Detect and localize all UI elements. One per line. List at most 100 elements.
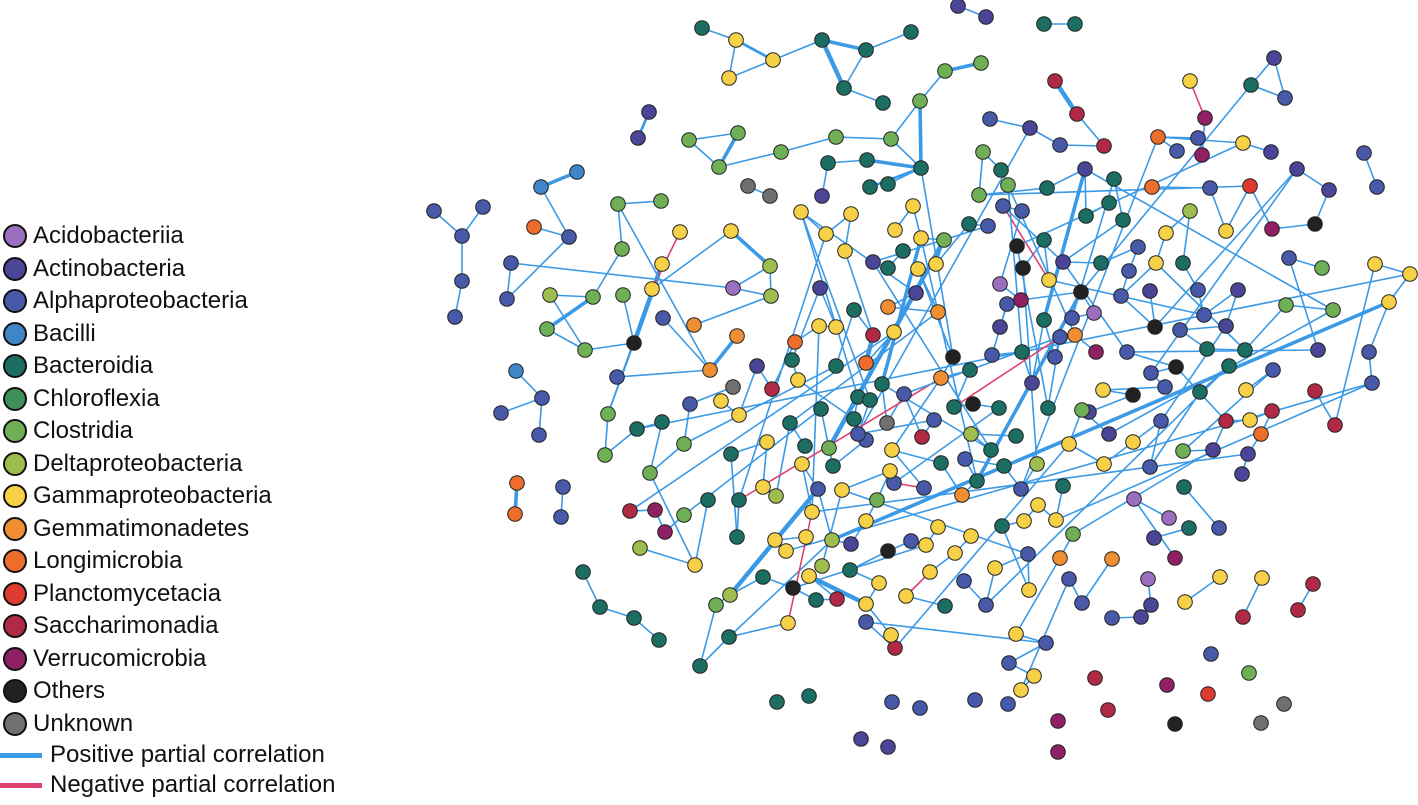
network-node: [1073, 284, 1089, 300]
positive-edge: [1133, 498, 1176, 559]
network-node: [1119, 344, 1135, 360]
positive-edge: [891, 449, 925, 489]
network-node: [723, 446, 739, 462]
network-node: [569, 164, 585, 180]
network-node: [961, 216, 977, 232]
network-node: [1196, 307, 1212, 323]
positive-edge: [800, 211, 859, 398]
positive-edge: [549, 294, 586, 351]
legend-swatch: [3, 419, 27, 444]
network-node: [1000, 177, 1016, 193]
network-node: [641, 104, 657, 120]
network-node: [626, 610, 642, 626]
positive-edge: [592, 248, 623, 298]
network-node: [965, 396, 981, 412]
network-node: [858, 42, 874, 58]
network-node: [1218, 318, 1234, 334]
legend-swatch: [3, 516, 27, 541]
network-node: [1205, 442, 1221, 458]
network-node: [980, 218, 996, 234]
network-node: [1242, 412, 1258, 428]
negative-edge: [953, 336, 1061, 408]
network-node: [991, 400, 1007, 416]
positive-edge: [693, 295, 772, 326]
network-node: [987, 560, 1003, 576]
positive-edge: [1126, 351, 1177, 368]
network-node: [575, 564, 591, 580]
network-node: [721, 70, 737, 86]
network-node: [814, 32, 830, 48]
network-node: [508, 363, 524, 379]
positive-edge: [1042, 167, 1087, 322]
network-node: [898, 588, 914, 604]
network-node: [905, 198, 921, 214]
legend-swatch: [3, 224, 27, 249]
network-node: [426, 203, 442, 219]
network-node: [811, 318, 827, 334]
legend-edge-swatch: [0, 782, 42, 788]
network-node: [531, 427, 547, 443]
network-node: [843, 536, 859, 552]
network-node: [1254, 570, 1270, 586]
legend-item: Gemmatimonadetes: [0, 513, 400, 546]
network-node: [945, 349, 961, 365]
network-node: [1182, 73, 1198, 89]
network-node: [875, 95, 891, 111]
legend-label: Unknown: [33, 709, 134, 737]
positive-edge: [651, 230, 732, 290]
network-node: [1052, 137, 1068, 153]
network-node: [1161, 510, 1177, 526]
positive-edge: [1334, 263, 1376, 426]
network-node: [1026, 668, 1042, 684]
positive-edge: [1149, 420, 1162, 468]
network-node: [769, 694, 785, 710]
network-node: [555, 479, 571, 495]
network-node: [1039, 180, 1055, 196]
network-node: [810, 481, 826, 497]
legend-swatch: [3, 646, 27, 671]
positive-edge: [1001, 525, 1030, 591]
legend-label: Clostridia: [33, 417, 134, 445]
network-node: [837, 243, 853, 259]
network-node: [947, 545, 963, 561]
network-node: [936, 232, 952, 248]
network-node: [846, 411, 862, 427]
network-node: [1148, 255, 1164, 271]
network-node: [992, 319, 1008, 335]
network-node: [808, 592, 824, 608]
network-node: [1074, 595, 1090, 611]
network-node: [1241, 665, 1257, 681]
legend-item: Deltaproteobacteria: [0, 448, 400, 481]
positive-edge: [718, 151, 782, 168]
network-node: [585, 289, 601, 305]
positive-edge: [894, 443, 1070, 649]
network-node: [762, 188, 778, 204]
network-node: [1327, 417, 1343, 433]
positive-edge: [819, 37, 847, 91]
positive-edge: [728, 59, 774, 79]
network-node: [956, 573, 972, 589]
network-node: [1106, 171, 1122, 187]
network-node: [992, 276, 1008, 292]
legend-label: Acidobacteriia: [33, 222, 184, 250]
network-node: [755, 479, 771, 495]
legend-swatch: [3, 321, 27, 346]
network-node: [1190, 282, 1206, 298]
network-node: [1325, 302, 1341, 318]
network-node: [1067, 16, 1083, 32]
network-node: [1067, 327, 1083, 343]
network-node: [725, 379, 741, 395]
network-node: [1040, 400, 1056, 416]
network-node: [913, 160, 929, 176]
network-node: [702, 362, 718, 378]
positive-edge: [797, 379, 855, 420]
network-node: [794, 456, 810, 472]
legend-label: Deltaproteobacteria: [33, 449, 243, 477]
network-node: [1133, 609, 1149, 625]
network-node: [622, 503, 638, 519]
network-node: [1096, 456, 1112, 472]
network-node: [592, 599, 608, 615]
network-node: [1101, 426, 1117, 442]
network-node: [954, 487, 970, 503]
network-node: [1036, 312, 1052, 328]
